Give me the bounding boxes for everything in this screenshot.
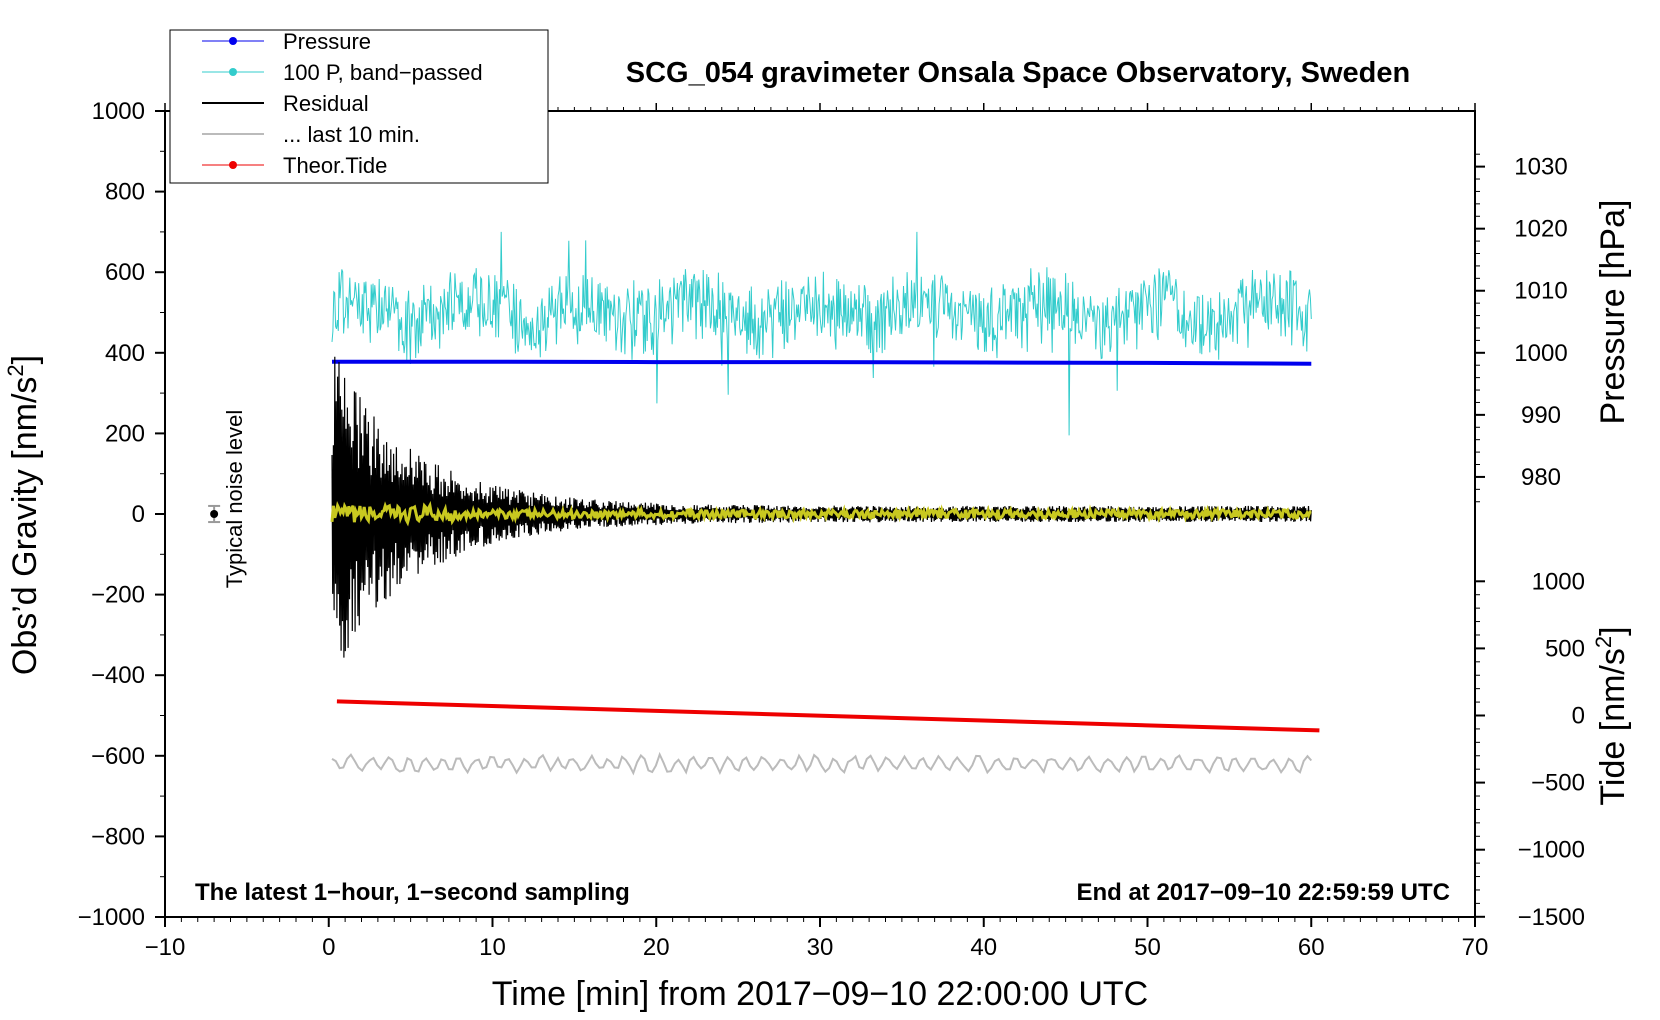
tide-axis-title-sup: 2	[1591, 636, 1616, 648]
tide-tick-label-0: −1500	[1518, 904, 1585, 931]
ticks-layer: −10 0 10 20 30 40 50 60 70−1000−800−600−400−2000…	[78, 98, 1585, 961]
tide-axis-title-end: ]	[1594, 626, 1632, 635]
tide-tick-label-2: −500	[1531, 770, 1585, 797]
y-tick-label-5: 0	[132, 501, 145, 528]
series-pressure	[332, 359, 1312, 366]
series-last-10-min	[331, 751, 1313, 776]
y-tick-label-9: 800	[105, 179, 145, 206]
legend-label-1: 100 P, band−passed	[283, 60, 483, 85]
legend-label-4: Theor.Tide	[283, 153, 387, 178]
pressure-axis-title: Pressure [hPa]	[1594, 200, 1632, 425]
legend-box	[169, 29, 549, 184]
tide-axis-title-main: Tide [nm/s	[1594, 648, 1632, 805]
x-tick-label-3: 20	[643, 934, 670, 961]
y-tick-label-1: −800	[91, 823, 145, 850]
tide-axis-title: Tide [nm/s2]	[1591, 626, 1632, 805]
x-tick-label-2: 10	[479, 934, 506, 961]
left-axis-title: Obs’d Gravity [nm/s2]	[3, 355, 44, 675]
legend-label-3: ... last 10 min.	[283, 122, 420, 147]
y-tick-label-10: 1000	[92, 98, 145, 125]
x-tick-label-1: 0	[322, 934, 335, 961]
pressure-tick-label-1: 990	[1521, 402, 1561, 429]
y-tick-label-0: −1000	[78, 904, 145, 931]
series-smoothed-residual	[330, 500, 1312, 527]
left-axis-title-end: ]	[6, 355, 44, 364]
x-tick-label-6: 50	[1134, 934, 1161, 961]
chart-title: SCG_054 gravimeter Onsala Space Observat…	[626, 57, 1410, 89]
series-layer	[330, 231, 1320, 776]
annotation-bottom-left: The latest 1−hour, 1−second sampling	[195, 879, 630, 906]
legend-marker-0	[229, 37, 237, 45]
tide-tick-label-5: 1000	[1532, 568, 1585, 595]
left-axis-title-main: Obs’d Gravity [nm/s	[6, 377, 44, 676]
noise-level-label: Typical noise level	[222, 410, 247, 589]
legend-label-2: Residual	[283, 91, 369, 116]
legend-marker-4	[229, 161, 237, 169]
pressure-tick-label-3: 1010	[1514, 278, 1567, 305]
pressure-tick-label-2: 1000	[1514, 340, 1567, 367]
y-tick-label-8: 600	[105, 259, 145, 286]
legend-label-0: Pressure	[283, 29, 371, 54]
legend-marker-1	[229, 68, 237, 76]
tide-tick-label-4: 500	[1545, 635, 1585, 662]
pressure-tick-label-4: 1020	[1514, 216, 1567, 243]
x-tick-label-0: −10	[145, 934, 186, 961]
tide-tick-label-3: 0	[1572, 703, 1585, 730]
pressure-tick-label-0: 980	[1521, 464, 1561, 491]
tide-tick-label-1: −1000	[1518, 837, 1585, 864]
annotation-bottom-right: End at 2017−09−10 22:59:59 UTC	[1076, 879, 1450, 906]
legend: Pressure 100 P, band−passed Residual ... la…	[169, 29, 549, 184]
x-axis-title: Time [min] from 2017−09−10 22:00:00 UTC	[492, 975, 1148, 1013]
series-theor-tide	[336, 699, 1320, 733]
noise-point	[210, 510, 219, 518]
series-bandpassed-pressure	[331, 231, 1312, 436]
x-tick-label-8: 70	[1462, 934, 1489, 961]
y-tick-label-2: −600	[91, 743, 145, 770]
pressure-tick-label-5: 1030	[1514, 154, 1567, 181]
x-tick-label-4: 30	[807, 934, 834, 961]
y-tick-label-7: 400	[105, 340, 145, 367]
x-tick-label-5: 40	[970, 934, 997, 961]
x-tick-label-7: 60	[1298, 934, 1325, 961]
y-tick-label-3: −400	[91, 662, 145, 689]
left-axis-title-sup: 2	[3, 364, 28, 376]
y-tick-label-4: −200	[91, 582, 145, 609]
noise-marker: Typical noise level	[208, 410, 247, 589]
y-tick-label-6: 200	[105, 420, 145, 447]
